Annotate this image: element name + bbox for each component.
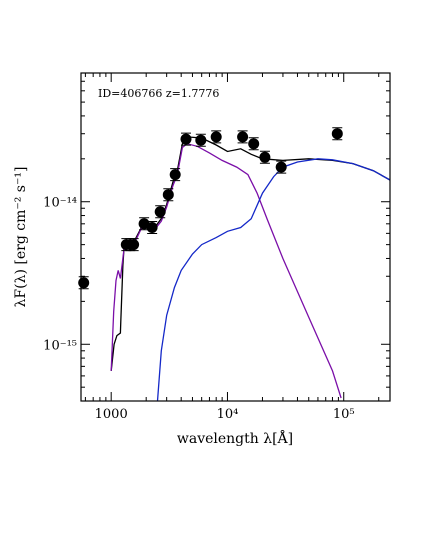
photometry-points [78,127,343,290]
y-tick-label: 10⁻¹⁵ [43,338,77,353]
model-curves [110,136,390,401]
annotation-label: ID=406766 z=1.7776 [98,87,219,100]
model-curve-1 [110,143,342,399]
data-point [180,132,192,146]
data-point [248,137,260,151]
x-axis-label: wavelength λ[Å] [177,429,293,447]
data-point [128,238,140,252]
data-point [275,160,287,174]
data-point [331,127,343,141]
data-point [237,130,249,144]
x-tick-label: 10⁵ [333,407,355,422]
y-axis-label: λF(λ) [erg cm⁻² s⁻¹] [13,167,29,308]
axis-ticks: 1000 10⁴ 10⁵ 10⁻¹⁵ 10⁻¹⁴ [43,72,390,422]
data-point [210,130,222,144]
data-point [169,168,181,182]
data-point [154,205,166,219]
x-tick-label: 1000 [95,407,128,422]
data-point [78,276,90,290]
data-point [195,133,207,147]
data-point [146,220,158,234]
model-curve-0 [110,136,390,371]
data-point [162,188,174,202]
plot-frame [80,72,391,402]
y-tick-label: 10⁻¹⁴ [43,196,77,211]
model-curve-2 [156,158,390,401]
data-point [259,150,271,164]
x-tick-label: 10⁴ [217,407,239,422]
